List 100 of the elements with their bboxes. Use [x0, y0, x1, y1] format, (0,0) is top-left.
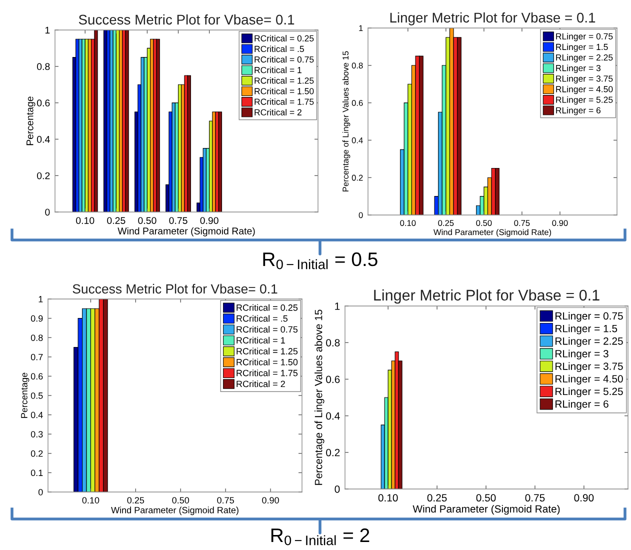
x-axis-title: Wind Parameter (Sigmoid Rate): [412, 504, 560, 515]
x-tick-label: 0.90: [574, 494, 594, 502]
legend-label: RLinger = 6: [556, 106, 601, 116]
y-tick-label: 0.4: [37, 136, 50, 143]
x-tick-label: 0.75: [169, 217, 188, 224]
x-tick-label: 0.25: [107, 217, 126, 224]
legend-label: RCritical = .5: [236, 315, 288, 322]
y-tick-label: 0.4: [326, 412, 340, 420]
legend-label: RLinger = 0.75: [556, 312, 623, 322]
legend-label: RCritical = 2: [236, 380, 285, 388]
y-tick-label: 0.2: [37, 172, 50, 180]
legend-label: RCritical = 1.50: [254, 88, 314, 94]
x-tick-label: 0.90: [552, 220, 568, 226]
x-tick-label: 0.50: [476, 494, 496, 502]
x-tick-label: 0.75: [514, 220, 530, 226]
bar: [172, 102, 176, 212]
y-tick-label: 0.6: [37, 100, 50, 106]
legend-label: RLinger = 3: [556, 350, 608, 360]
legend-label: RCritical = 1.50: [236, 358, 298, 366]
bar: [156, 38, 160, 212]
y-tick-label: 0.2: [30, 450, 43, 457]
bar: [419, 56, 424, 215]
x-tick-label: 0.10: [76, 217, 94, 224]
x-axis-title: Wind Parameter (Sigmoid Rate): [118, 227, 255, 236]
bar: [125, 30, 129, 212]
legend-label: RCritical = 1.75: [254, 98, 314, 105]
y-axis-title: Percentage: [21, 372, 30, 418]
legend-label: RLinger = 3.75: [556, 75, 613, 84]
y-tick-label: 1: [359, 25, 363, 32]
legend-label: RCritical = 0.75: [254, 56, 314, 63]
bar: [112, 30, 116, 212]
bar: [495, 168, 500, 215]
y-tick-label: 0: [38, 488, 43, 496]
bar: [491, 168, 496, 215]
y-tick-label: 0.8: [352, 62, 363, 68]
y-tick-label: 0: [334, 486, 340, 493]
x-tick-label: 0.50: [476, 220, 492, 226]
y-axis-title: Percentage of Linger Values above 15: [314, 310, 324, 485]
legend-label: RCritical = 0.75: [236, 326, 298, 333]
chart-title: Success Metric Plot for Vbase= 0.1: [78, 14, 294, 25]
y-tick-label: 0.6: [326, 376, 340, 384]
y-tick-label: 0.1: [30, 470, 43, 476]
chart-title: Linger Metric Plot for Vbase = 0.1: [390, 12, 596, 26]
x-tick-label: 0.75: [217, 497, 234, 504]
y-tick-label: 0.3: [30, 431, 43, 438]
x-tick-label: 0.50: [138, 217, 156, 224]
x-tick-label: 0.10: [82, 497, 100, 504]
legend-label: RLinger = 6: [556, 400, 608, 410]
text: R$_{0−Initial}$ = 0.5: [263, 252, 378, 270]
y-tick-label: 0.6: [352, 100, 363, 106]
y-tick-label: 0.2: [326, 448, 340, 456]
legend-label: RLinger = 3.75: [556, 362, 623, 372]
legend-label: RLinger = 4.50: [556, 374, 623, 385]
y-tick-label: 0.4: [30, 412, 43, 418]
legend-label: RCritical = 1.25: [254, 77, 314, 84]
legend-label: RLinger = 3: [556, 64, 601, 73]
x-axis-title: Wind Parameter (Sigmoid Rate): [433, 229, 552, 237]
legend-label: RLinger = 5.25: [556, 96, 613, 105]
legend-label: RCritical = 1.25: [236, 348, 298, 354]
legend-label: RCritical = 0.25: [254, 35, 314, 42]
legend-label: RCritical = 2: [254, 108, 302, 116]
bar: [218, 112, 222, 212]
bar: [82, 38, 86, 212]
y-tick-label: 0.8: [30, 334, 43, 341]
y-axis-title: Percentage of Linger Values above 15: [342, 51, 350, 192]
bar: [184, 75, 188, 212]
legend-label: RCritical = 0.25: [236, 304, 298, 311]
x-tick-label: 0.10: [400, 220, 416, 226]
x-tick-label: 0.25: [438, 220, 454, 226]
bar: [187, 75, 191, 212]
x-tick-label: 0.25: [427, 494, 447, 502]
x-axis-title: Wind Parameter (Sigmoid Rate): [111, 506, 238, 516]
y-axis-title: Percentage: [26, 96, 36, 146]
y-tick-label: 0.9: [30, 315, 43, 322]
legend-label: RCritical = .5: [254, 46, 304, 52]
text: R$_{0−Initial}$ = 2: [271, 528, 370, 546]
y-tick-label: 0.8: [37, 63, 50, 70]
bar: [94, 30, 98, 212]
y-tick-label: 0: [45, 208, 50, 216]
legend-label: RLinger = 2.25: [556, 337, 623, 347]
legend-label: RLinger = 0.75: [556, 33, 613, 42]
bar: [215, 112, 219, 212]
bar: [415, 56, 420, 215]
chart-title: Success Metric Plot for Vbase= 0.1: [72, 284, 278, 294]
legend-label: RCritical = 1: [236, 336, 285, 344]
legend-label: RLinger = 1.5: [556, 44, 608, 52]
y-tick-label: 0.4: [352, 137, 363, 144]
y-tick-label: 1: [38, 296, 43, 302]
y-tick-label: 1: [45, 26, 50, 34]
x-tick-label: 0.10: [378, 494, 398, 502]
legend-label: RLinger = 4.50: [556, 86, 613, 94]
x-tick-label: 0.90: [200, 217, 218, 224]
y-tick-label: 1: [335, 302, 340, 310]
y-tick-label: 0: [358, 212, 363, 218]
legend-label: RCritical = 1.75: [236, 370, 298, 376]
y-tick-label: 0.6: [30, 373, 43, 380]
legend-label: RCritical = 1: [254, 66, 302, 74]
legend-label: RLinger = 5.25: [556, 387, 623, 398]
bar: [457, 37, 462, 215]
legend-label: RLinger = 1.5: [556, 324, 618, 334]
